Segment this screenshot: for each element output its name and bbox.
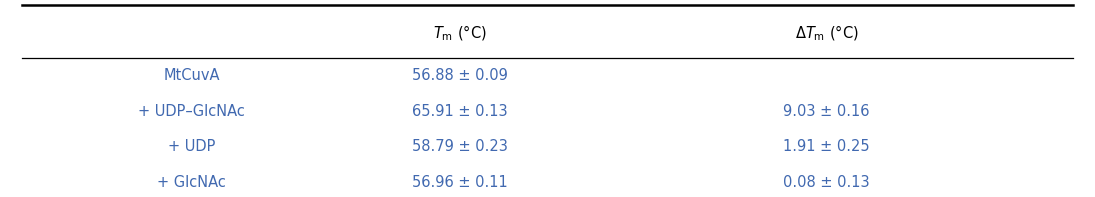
Text: + UDP–GlcNAc: + UDP–GlcNAc (138, 104, 245, 119)
Text: + GlcNAc: + GlcNAc (158, 175, 226, 190)
Text: MtCuvA: MtCuvA (163, 68, 220, 83)
Text: 0.08 ± 0.13: 0.08 ± 0.13 (783, 175, 871, 190)
Text: 9.03 ± 0.16: 9.03 ± 0.16 (784, 104, 869, 119)
Text: + UDP: + UDP (168, 139, 216, 154)
Text: $T_{\mathregular{m}}$ (°C): $T_{\mathregular{m}}$ (°C) (434, 24, 486, 43)
Text: 1.91 ± 0.25: 1.91 ± 0.25 (783, 139, 871, 154)
Text: 58.79 ± 0.23: 58.79 ± 0.23 (412, 139, 508, 154)
Text: $\Delta T_{\mathregular{m}}$ (°C): $\Delta T_{\mathregular{m}}$ (°C) (795, 24, 858, 43)
Text: 56.96 ± 0.11: 56.96 ± 0.11 (412, 175, 508, 190)
Text: 56.88 ± 0.09: 56.88 ± 0.09 (412, 68, 508, 83)
Text: 65.91 ± 0.13: 65.91 ± 0.13 (412, 104, 508, 119)
